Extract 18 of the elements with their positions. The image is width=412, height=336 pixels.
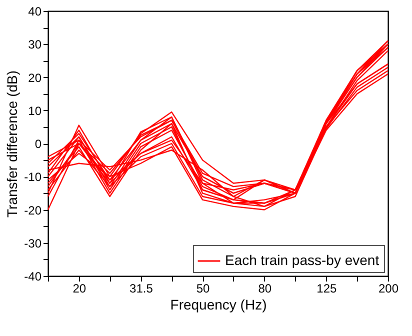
y-tick-label: 20 — [28, 70, 42, 85]
y-tick-label: 0 — [34, 137, 42, 151]
y-tick-label: 10 — [28, 104, 42, 118]
x-tick-label: 31.5 — [130, 282, 154, 296]
x-tick-label: 50 — [196, 282, 210, 296]
x-tick-label: 125 — [316, 282, 338, 296]
x-tick-label: 20 — [72, 282, 86, 296]
y-tick-label: 40 — [28, 4, 42, 18]
x-tick-label: 80 — [258, 282, 272, 296]
y-tick-label: 30 — [28, 38, 42, 52]
x-tick-label: 200 — [378, 282, 399, 296]
x-axis-title: Frequency (Hz) — [170, 296, 267, 312]
y-axis-title: Transfer difference (dB) — [4, 70, 20, 218]
legend-label: Each train pass-by event — [225, 252, 380, 268]
y-tick-label: -30 — [24, 236, 42, 250]
y-tick-label: -20 — [24, 203, 42, 218]
y-tick-label: -10 — [24, 170, 42, 184]
y-tick-label: -40 — [24, 270, 42, 284]
